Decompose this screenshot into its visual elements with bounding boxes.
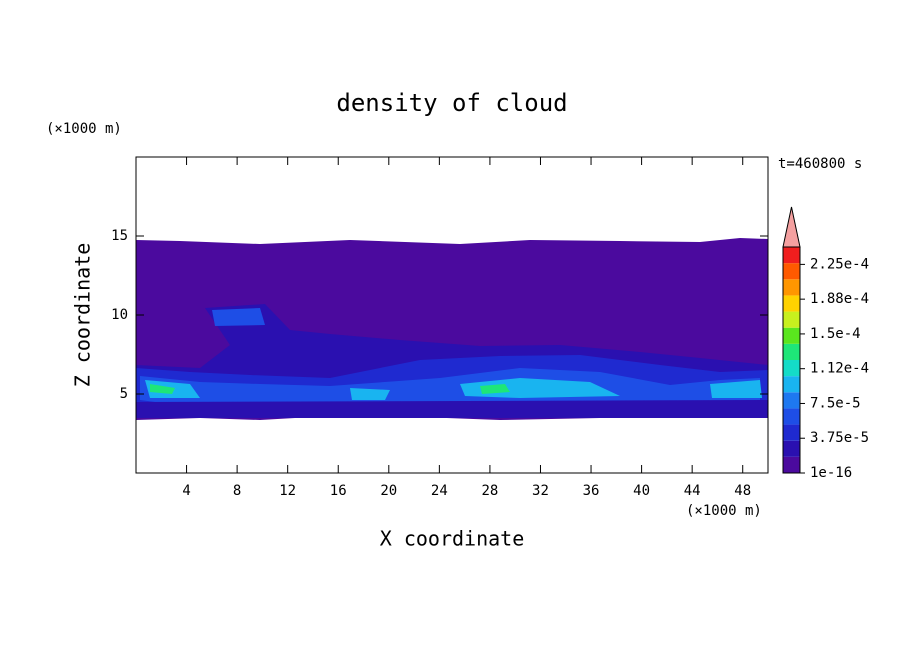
colorbar-band bbox=[783, 247, 800, 264]
y-axis-label: Z coordinate bbox=[71, 243, 95, 388]
x-unit: (×1000 m) bbox=[686, 503, 762, 519]
colorbar-tick-label: 2.25e-4 bbox=[810, 256, 869, 272]
colorbar-band bbox=[783, 376, 800, 393]
colorbar-band bbox=[783, 279, 800, 296]
time-label: t=460800 s bbox=[778, 156, 862, 172]
colorbar-extend bbox=[782, 206, 801, 248]
colorbar-band bbox=[783, 343, 800, 360]
colorbar-band bbox=[783, 295, 800, 312]
x-tick-label: 20 bbox=[380, 483, 397, 499]
x-tick-label: 24 bbox=[431, 483, 448, 499]
x-tick-label: 4 bbox=[182, 483, 190, 499]
colorbar-band bbox=[783, 360, 800, 377]
x-tick-label: 48 bbox=[734, 483, 751, 499]
x-tick-label: 40 bbox=[633, 483, 650, 499]
x-tick-label: 8 bbox=[233, 483, 241, 499]
colorbar-band bbox=[783, 440, 800, 457]
colorbar-band bbox=[783, 327, 800, 344]
colorbar-band bbox=[783, 456, 800, 473]
x-tick-label: 32 bbox=[532, 483, 549, 499]
colorbar-band bbox=[783, 408, 800, 425]
x-axis-label: X coordinate bbox=[380, 527, 525, 551]
colorbar-tick-label: 1.12e-4 bbox=[810, 361, 869, 377]
colorbar-tick-label: 1.5e-4 bbox=[810, 326, 861, 342]
y-unit: (×1000 m) bbox=[46, 121, 122, 137]
colorbar-band bbox=[783, 263, 800, 280]
colorbar-frame bbox=[782, 246, 801, 474]
colorbar-tick-label: 3.75e-5 bbox=[810, 430, 869, 446]
x-tick-label: 16 bbox=[330, 483, 347, 499]
colorbar-tick-label: 1e-16 bbox=[810, 465, 852, 481]
colorbar-band bbox=[783, 424, 800, 441]
colorbar-tick-label: 7.5e-5 bbox=[810, 395, 861, 411]
x-tick-label: 44 bbox=[684, 483, 701, 499]
y-tick-label: 5 bbox=[120, 386, 128, 402]
x-tick-label: 12 bbox=[279, 483, 296, 499]
colorbar-band bbox=[783, 311, 800, 328]
y-tick-label: 15 bbox=[111, 228, 128, 244]
cloud-field bbox=[136, 238, 768, 420]
y-tick-label: 10 bbox=[111, 307, 128, 323]
x-tick-label: 36 bbox=[583, 483, 600, 499]
colorbar-band bbox=[783, 392, 800, 409]
chart-title: density of cloud bbox=[336, 89, 567, 117]
x-tick-label: 28 bbox=[481, 483, 498, 499]
colorbar-tick-label: 1.88e-4 bbox=[810, 291, 869, 307]
